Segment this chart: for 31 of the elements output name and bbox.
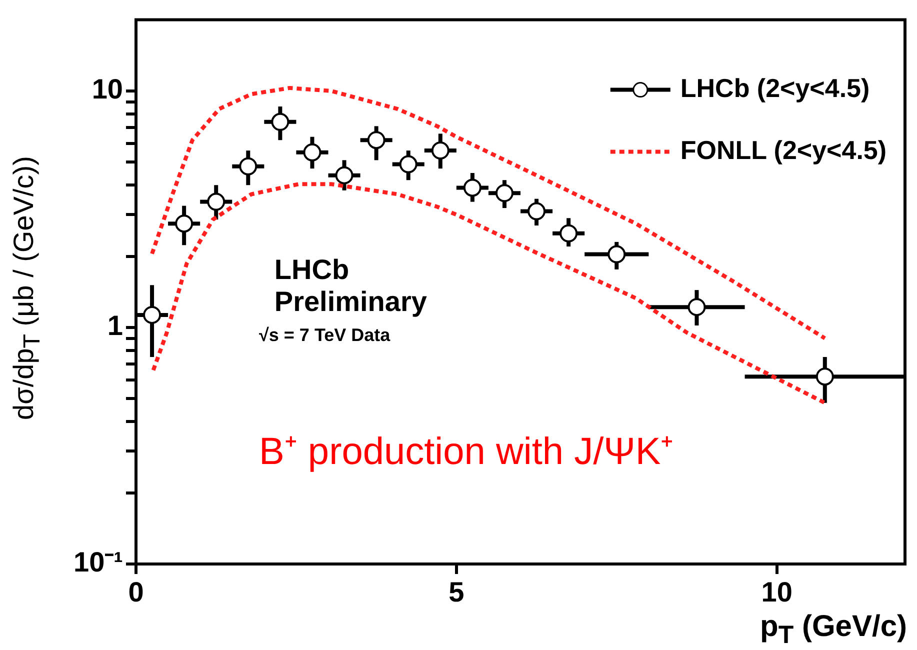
point bbox=[399, 155, 418, 174]
legend-label: LHCb (2<y<4.5) bbox=[680, 72, 870, 103]
legend-label: FONLL (2<y<4.5) bbox=[680, 134, 887, 165]
point bbox=[495, 184, 514, 202]
x-tick-label: 5 bbox=[448, 576, 464, 608]
point bbox=[207, 192, 226, 211]
point bbox=[688, 298, 706, 316]
annotation: Preliminary bbox=[274, 286, 427, 318]
x-tick-label: 10 bbox=[761, 576, 792, 608]
point bbox=[528, 202, 546, 220]
annotation: B⁺ production with J/ΨK⁺ bbox=[259, 430, 674, 474]
point bbox=[143, 306, 162, 324]
point bbox=[463, 178, 482, 197]
point bbox=[608, 245, 626, 264]
point bbox=[335, 166, 354, 184]
y-tick-label: 10 bbox=[92, 74, 123, 105]
annotation: LHCb bbox=[274, 254, 350, 286]
y-tick-label: 1 bbox=[107, 310, 123, 342]
point bbox=[175, 214, 194, 233]
x-axis-title: p$_{T}$ (GeV/c) bbox=[760, 610, 907, 650]
point bbox=[271, 112, 290, 131]
y-tick-label: 10⁻¹ bbox=[74, 546, 123, 578]
point bbox=[560, 224, 578, 242]
point bbox=[367, 131, 386, 150]
x-tick-label: 0 bbox=[128, 576, 144, 608]
line-series bbox=[151, 182, 827, 405]
point bbox=[303, 143, 322, 162]
annotation: √s = 7 TeV Data bbox=[259, 324, 390, 346]
point bbox=[816, 368, 834, 386]
point bbox=[239, 157, 258, 176]
point bbox=[431, 142, 450, 160]
